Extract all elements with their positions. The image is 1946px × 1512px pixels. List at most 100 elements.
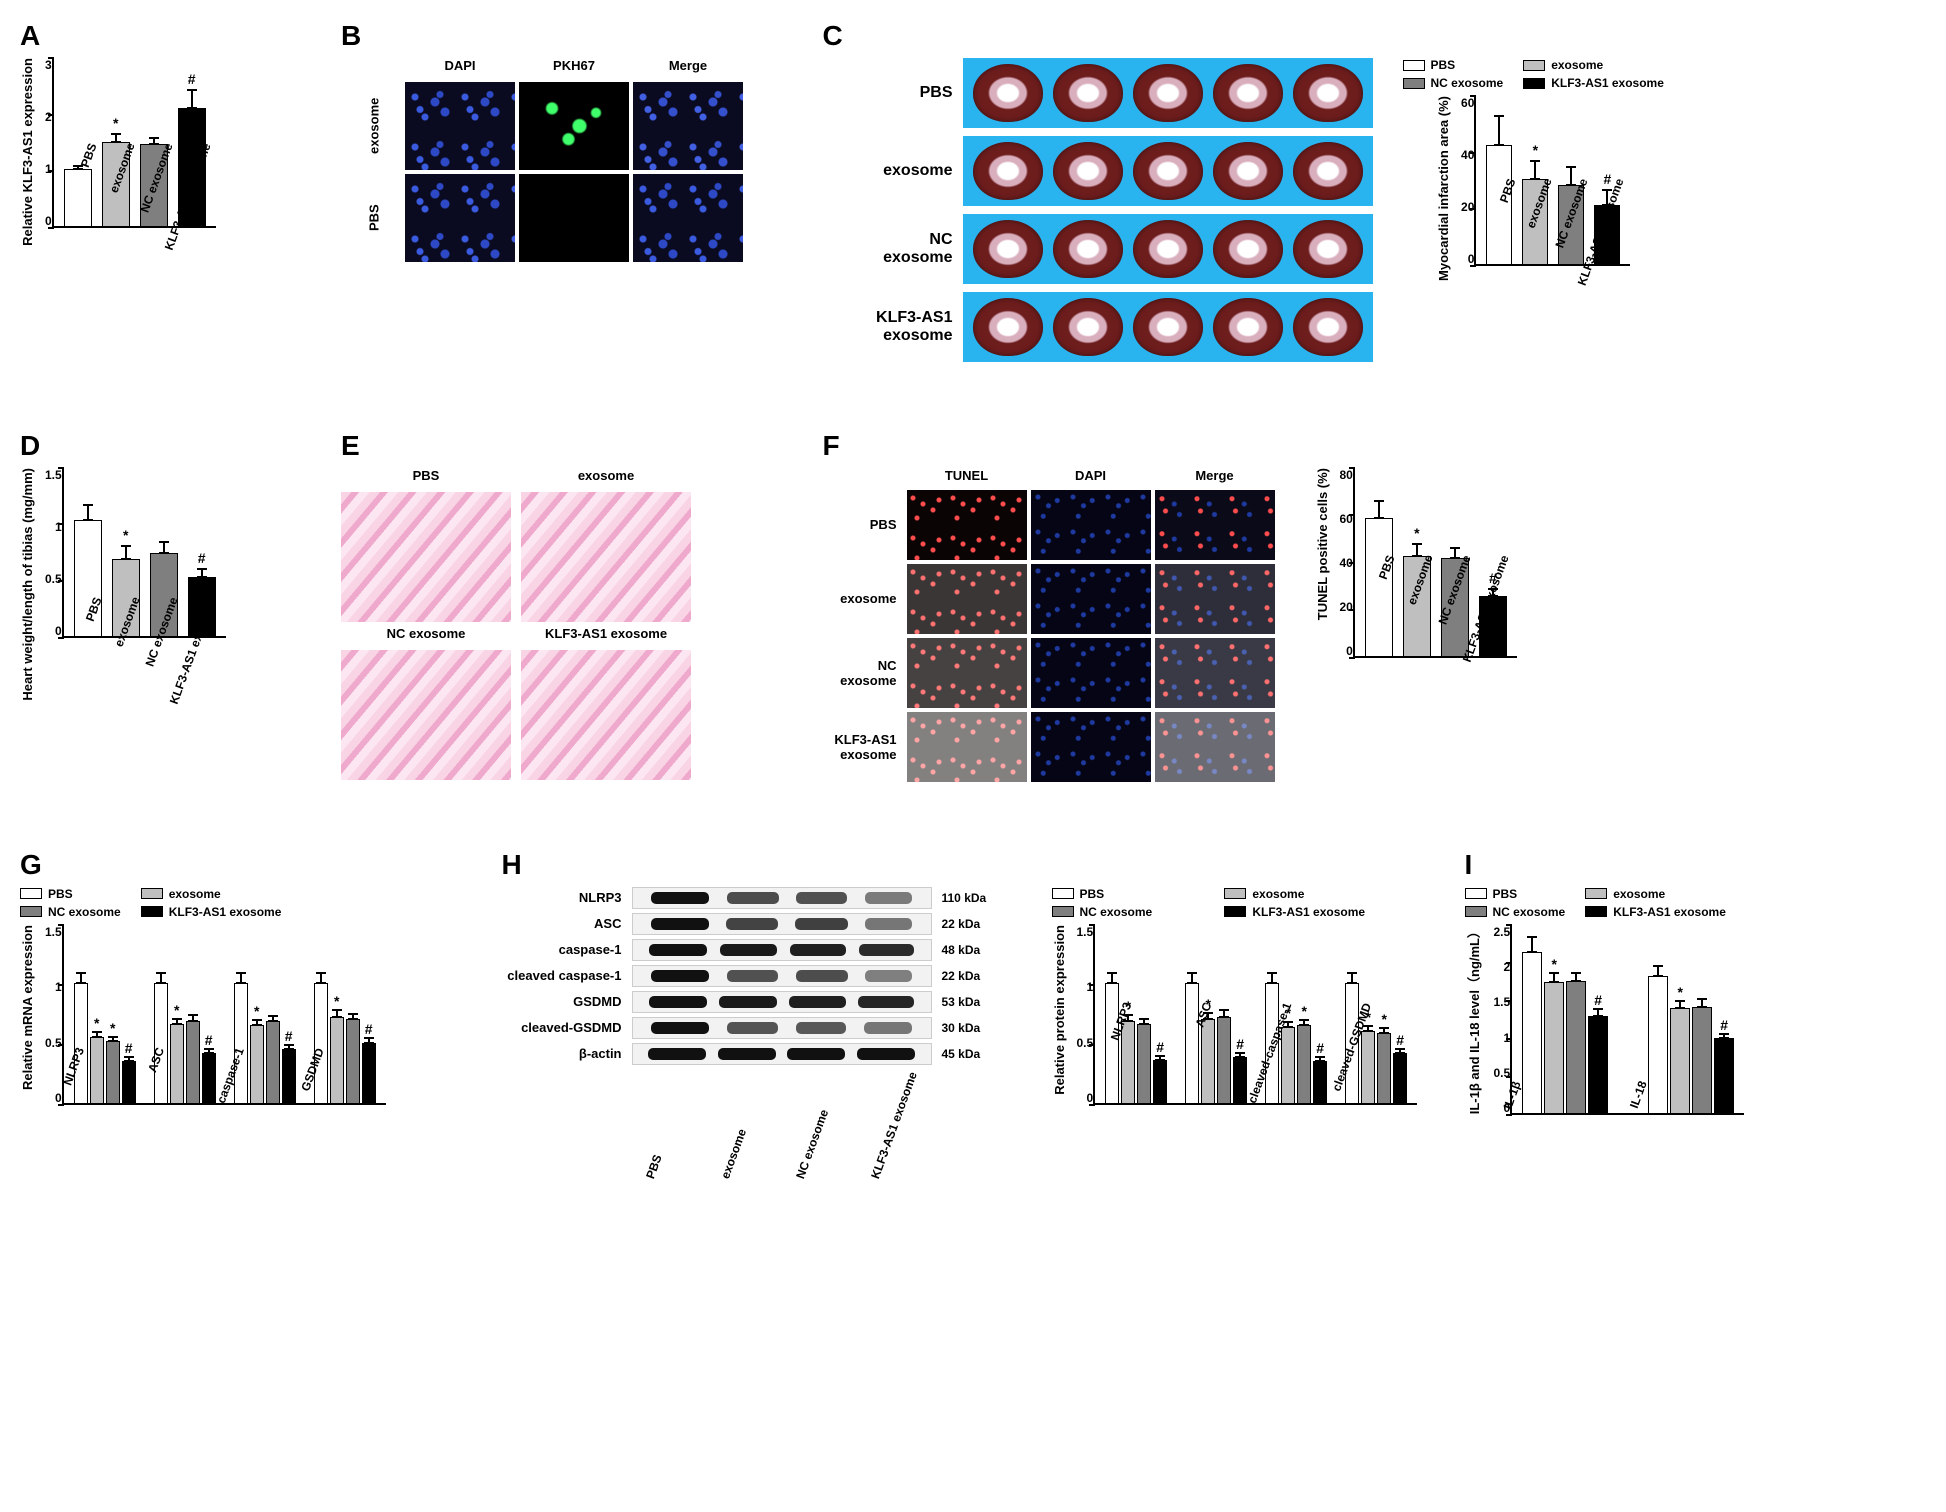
wb-protein-label: cleaved-GSDMD bbox=[502, 1020, 622, 1035]
legend-i: PBS exosome NC exosome KLF3-AS1 exosome bbox=[1465, 887, 1726, 919]
f-row-pbs: PBS bbox=[823, 490, 903, 560]
legend-item: KLF3-AS1 exosome bbox=[1523, 76, 1664, 90]
wb-row: β-actin 45 kDa bbox=[502, 1043, 1012, 1065]
wb-strip bbox=[632, 1043, 932, 1065]
col-header-merge: Merge bbox=[633, 58, 743, 78]
he-label-pbs: PBS bbox=[341, 468, 511, 488]
panel-g: G PBS exosome NC exosome KLF3-AS1 exosom… bbox=[20, 849, 482, 1217]
yaxis-label: Heart weight/length of tibias (mg/mm) bbox=[20, 468, 35, 701]
yaxis-label: Relative protein expression bbox=[1052, 925, 1067, 1095]
f-row-nc: NC exosome bbox=[823, 638, 903, 708]
legend-item: exosome bbox=[1585, 887, 1726, 901]
he-exo bbox=[521, 492, 691, 622]
yaxis-label: Myocardial infarction area (%) bbox=[1436, 96, 1451, 281]
wb-row: cleaved-GSDMD 30 kDa bbox=[502, 1017, 1012, 1039]
micro-b-pbs-pkh67 bbox=[519, 174, 629, 262]
panel-letter-c: C bbox=[823, 20, 843, 52]
legend-item: KLF3-AS1 exosome bbox=[1585, 905, 1726, 919]
col-header-dapi: DAPI bbox=[405, 58, 515, 78]
f-exo-dapi bbox=[1031, 564, 1151, 634]
wb-kda: 45 kDa bbox=[942, 1047, 1012, 1061]
f-exo-merge bbox=[1155, 564, 1275, 634]
panel-letter-e: E bbox=[341, 430, 360, 462]
wb-kda: 48 kDa bbox=[942, 943, 1012, 957]
chart-i: IL-1β and IL-18 level（ng/mL） 2.521.510.5… bbox=[1465, 925, 1745, 1150]
legend-h: PBS exosome NC exosome KLF3-AS1 exosome bbox=[1052, 887, 1418, 919]
tunel-grid: TUNEL DAPI Merge PBS exosome NC exosome … bbox=[823, 468, 1275, 782]
panel-letter-h: H bbox=[502, 849, 522, 881]
wb-row: caspase-1 48 kDa bbox=[502, 939, 1012, 961]
heart-row-klf: KLF3-AS1 exosome bbox=[823, 292, 963, 362]
panel-d: D Heart weight/length of tibias (mg/mm) … bbox=[20, 430, 321, 819]
legend-item: PBS bbox=[20, 887, 121, 901]
bar: # bbox=[1588, 1016, 1608, 1113]
legend-item: PBS bbox=[1052, 887, 1205, 901]
panel-letter-f: F bbox=[823, 430, 840, 462]
micro-b-pbs-dapi bbox=[405, 174, 515, 262]
wb-row: ASC 22 kDa bbox=[502, 913, 1012, 935]
panel-h: H NLRP3 110 kDa ASC 22 kDa caspase-1 48 … bbox=[502, 849, 1445, 1217]
col-merge: Merge bbox=[1155, 468, 1275, 486]
he-nc bbox=[341, 650, 511, 780]
panel-letter-b: B bbox=[341, 20, 361, 52]
wb-protein-label: NLRP3 bbox=[502, 890, 622, 905]
col-header-pkh67: PKH67 bbox=[519, 58, 629, 78]
legend-item: KLF3-AS1 exosome bbox=[1224, 905, 1417, 919]
row-header-exosome: exosome bbox=[341, 82, 401, 170]
he-pbs bbox=[341, 492, 511, 622]
legend-item: exosome bbox=[1224, 887, 1417, 901]
wb-kda: 110 kDa bbox=[942, 891, 1012, 905]
f-pbs-dapi bbox=[1031, 490, 1151, 560]
bar bbox=[1692, 1007, 1712, 1113]
panel-letter-g: G bbox=[20, 849, 42, 881]
wb-row: GSDMD 53 kDa bbox=[502, 991, 1012, 1013]
micro-b-exo-pkh67 bbox=[519, 82, 629, 170]
panel-i: I PBS exosome NC exosome KLF3-AS1 exosom… bbox=[1465, 849, 1927, 1217]
wb-strip bbox=[632, 965, 932, 987]
legend-item: NC exosome bbox=[1465, 905, 1566, 919]
panel-c: C PBS exosome NC exosome KLF3-AS1 exosom… bbox=[823, 20, 1927, 400]
chart-h: Relative protein expression 1.510.50 * #… bbox=[1052, 925, 1418, 1217]
wb-kda: 53 kDa bbox=[942, 995, 1012, 1009]
legend-item: exosome bbox=[141, 887, 282, 901]
yaxis-label: Relative mRNA expression bbox=[20, 925, 35, 1090]
legend-item: PBS bbox=[1465, 887, 1566, 901]
f-nc-dapi bbox=[1031, 638, 1151, 708]
panel-a: A Relative KLF3-AS1 expression 3210 * # … bbox=[20, 20, 321, 400]
f-row-exo: exosome bbox=[823, 564, 903, 634]
f-pbs-tunel bbox=[907, 490, 1027, 560]
panel-letter-d: D bbox=[20, 430, 40, 462]
panel-f: F TUNEL DAPI Merge PBS exosome NC exosom… bbox=[823, 430, 1927, 819]
wb-protein-label: cleaved caspase-1 bbox=[502, 968, 622, 983]
wb-protein-label: β-actin bbox=[502, 1046, 622, 1061]
micro-b-pbs-merge bbox=[633, 174, 743, 262]
bar: # bbox=[1714, 1038, 1734, 1112]
wb-kda: 30 kDa bbox=[942, 1021, 1012, 1035]
panel-b: B DAPI PKH67 Merge exosome PBS bbox=[341, 20, 803, 400]
f-klf-merge bbox=[1155, 712, 1275, 782]
yaxis-label: IL-1β and IL-18 level（ng/mL） bbox=[1465, 925, 1484, 1114]
f-nc-tunel bbox=[907, 638, 1027, 708]
f-pbs-merge bbox=[1155, 490, 1275, 560]
f-exo-tunel bbox=[907, 564, 1027, 634]
chart-g: Relative mRNA expression 1.510.50 * * # … bbox=[20, 925, 386, 1169]
heart-slices: PBS exosome NC exosome KLF3-AS1 exosome bbox=[823, 58, 1373, 362]
he-label-exo: exosome bbox=[521, 468, 691, 488]
wb-strip bbox=[632, 991, 932, 1013]
legend-item: NC exosome bbox=[1403, 76, 1504, 90]
micro-b-exo-merge bbox=[633, 82, 743, 170]
f-klf-tunel bbox=[907, 712, 1027, 782]
heart-row-pbs: PBS bbox=[823, 58, 963, 128]
heart-row-nc: NC exosome bbox=[823, 214, 963, 284]
chart-c: Myocardial infarction area (%) 6040200 *… bbox=[1403, 96, 1664, 400]
f-nc-merge bbox=[1155, 638, 1275, 708]
chart-f: TUNEL positive cells (%) 806040200 * # P… bbox=[1315, 468, 1517, 777]
he-label-nc: NC exosome bbox=[341, 626, 511, 646]
wb-row: NLRP3 110 kDa bbox=[502, 887, 1012, 909]
wb-kda: 22 kDa bbox=[942, 917, 1012, 931]
panel-e: E PBS exosome NC exosome KLF3-AS1 exosom… bbox=[341, 430, 803, 819]
heart-row-exo: exosome bbox=[823, 136, 963, 206]
legend-item: exosome bbox=[1523, 58, 1664, 72]
wb-protein-label: ASC bbox=[502, 916, 622, 931]
wb-strip bbox=[632, 1017, 932, 1039]
